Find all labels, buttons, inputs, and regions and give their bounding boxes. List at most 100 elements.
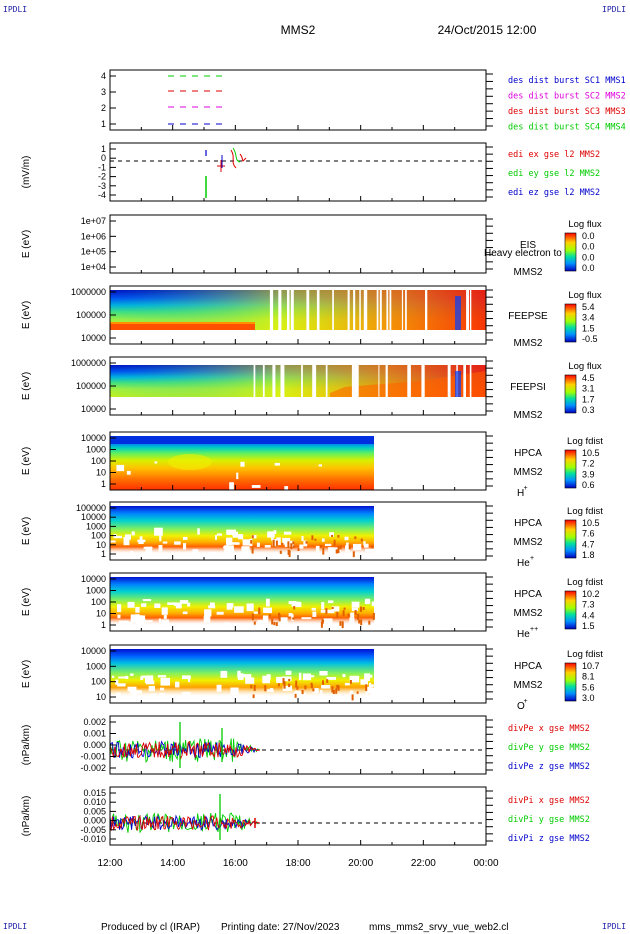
series-legend-label: divPi x gse MMS2 bbox=[508, 796, 590, 806]
data-speckle bbox=[226, 529, 236, 535]
data-speckle bbox=[175, 602, 182, 609]
time-tick-label: 18:00 bbox=[285, 858, 310, 869]
data-speckle bbox=[349, 675, 360, 683]
data-speckle bbox=[160, 677, 170, 686]
colorbar bbox=[564, 590, 577, 630]
data-speckle bbox=[364, 598, 371, 605]
hot-speckle bbox=[275, 622, 278, 626]
y-tick-label: 1e+07 bbox=[81, 216, 106, 226]
hot-speckle bbox=[251, 613, 254, 621]
data-speckle bbox=[282, 537, 291, 545]
data-speckle bbox=[301, 617, 312, 620]
data-speckle bbox=[163, 615, 167, 619]
data-gap bbox=[379, 290, 382, 330]
data-speckle bbox=[370, 690, 380, 697]
data-speckle bbox=[223, 622, 230, 628]
hot-speckle bbox=[310, 682, 313, 685]
hot-speckle bbox=[253, 685, 256, 691]
data-speckle bbox=[285, 670, 292, 675]
data-gap bbox=[347, 290, 350, 330]
colorbar-tick-label: 5.6 bbox=[582, 682, 595, 692]
data-speckle bbox=[312, 611, 317, 617]
data-speckle bbox=[117, 604, 122, 612]
data-speckle bbox=[224, 545, 234, 553]
y-tick-label: 2 bbox=[101, 103, 106, 113]
y-tick-label: 1 bbox=[101, 549, 106, 559]
hot-speckle bbox=[251, 547, 254, 554]
data-speckle bbox=[126, 470, 131, 475]
data-speckle bbox=[140, 676, 144, 680]
data-speckle bbox=[136, 619, 146, 624]
data-speckle bbox=[229, 482, 234, 490]
data-speckle bbox=[142, 599, 152, 602]
data-speckle bbox=[282, 685, 293, 691]
species-charge-label: + bbox=[524, 698, 528, 705]
data-speckle bbox=[321, 685, 331, 689]
colorbar-tick-label: 4.7 bbox=[582, 539, 595, 549]
colorbar-tick-label: 0.0 bbox=[582, 263, 595, 273]
hot-speckle bbox=[305, 541, 308, 544]
colorbar-tick-label: 10.7 bbox=[582, 661, 600, 671]
hot-speckle bbox=[360, 538, 363, 542]
y-axis-label: (nPa/km) bbox=[21, 725, 32, 766]
data-speckle bbox=[320, 609, 328, 613]
footer-produced: Produced by cl (IRAP) bbox=[101, 922, 200, 933]
data-speckle bbox=[115, 679, 119, 685]
data-speckle bbox=[182, 611, 188, 615]
hot-speckle bbox=[287, 541, 290, 548]
y-tick-label: -0.010 bbox=[80, 834, 106, 844]
panel-body-p1 bbox=[168, 75, 222, 125]
data-speckle bbox=[363, 541, 366, 546]
data-speckle bbox=[234, 606, 244, 613]
hot-speckle bbox=[253, 621, 256, 625]
data-speckle bbox=[321, 618, 330, 625]
hot-speckle bbox=[311, 535, 314, 541]
data-speckle bbox=[351, 601, 360, 608]
y-tick-label: -0.005 bbox=[80, 825, 106, 835]
y-tick-label: 1e+05 bbox=[81, 247, 106, 257]
hot-speckle bbox=[337, 535, 340, 538]
data-speckle bbox=[209, 602, 215, 606]
data-gap bbox=[280, 365, 284, 397]
hot-speckle bbox=[272, 539, 275, 547]
hot-speckle bbox=[335, 549, 338, 554]
y-tick-label: 100 bbox=[91, 597, 106, 607]
data-gap bbox=[253, 365, 256, 397]
y-tick-label: 100 bbox=[91, 677, 106, 687]
colorbar-tick-label: 0.0 bbox=[582, 242, 595, 252]
colorbar-tick-label: 10.2 bbox=[582, 589, 600, 599]
data-speckle bbox=[139, 536, 143, 541]
y-tick-label: 0.010 bbox=[83, 797, 106, 807]
spacecraft-label: MMS2 bbox=[514, 680, 543, 691]
y-tick-label: 10000 bbox=[81, 333, 106, 343]
low-energy-band bbox=[110, 324, 255, 330]
data-gap bbox=[287, 290, 290, 330]
hot-speckle bbox=[269, 614, 271, 617]
colorbar-tick-label: 8.1 bbox=[582, 672, 595, 682]
y-tick-label: 1000 bbox=[86, 445, 106, 455]
panel-frame bbox=[109, 69, 487, 131]
data-speckle bbox=[127, 601, 135, 608]
data-speckle bbox=[167, 602, 177, 605]
data-speckle bbox=[141, 603, 147, 607]
colorbar-tick-label: 10.5 bbox=[582, 448, 600, 458]
panel-body-p8 bbox=[110, 577, 378, 631]
hot-speckle bbox=[339, 545, 342, 550]
y-tick-label: 4 bbox=[101, 71, 106, 81]
y-tick-label: 0.001 bbox=[83, 729, 106, 739]
y-tick-label: 100 bbox=[91, 456, 106, 466]
y-tick-label: 1000000 bbox=[71, 287, 106, 297]
data-gap bbox=[262, 365, 265, 397]
species-label: He bbox=[517, 629, 530, 640]
data-speckle bbox=[312, 688, 319, 694]
time-tick-label: 12:00 bbox=[97, 858, 122, 869]
data-speckle bbox=[182, 624, 188, 631]
data-gap bbox=[466, 290, 469, 330]
data-speckle bbox=[256, 542, 260, 547]
data-speckle bbox=[144, 675, 154, 683]
hot-speckle bbox=[294, 693, 297, 698]
data-speckle bbox=[242, 539, 252, 546]
species-label: O bbox=[517, 701, 525, 712]
pressure-gradient-trace bbox=[110, 740, 261, 760]
